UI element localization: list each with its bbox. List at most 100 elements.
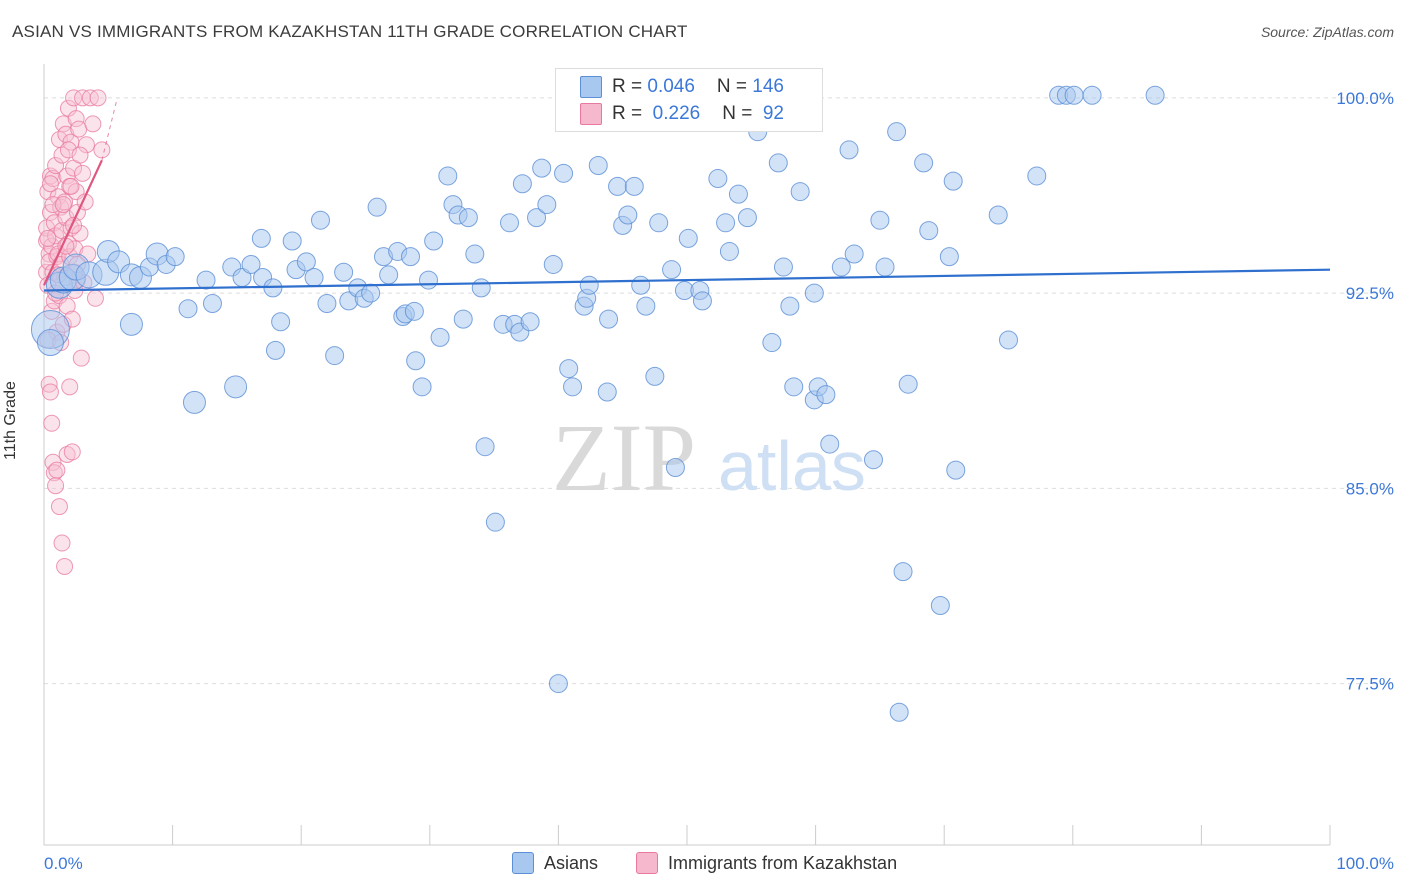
asian-point — [334, 262, 354, 282]
asian-point — [579, 275, 599, 295]
asian-point — [636, 296, 656, 316]
n-label: N = — [716, 76, 753, 97]
asian-point — [453, 309, 473, 329]
asian-point — [419, 270, 439, 290]
x-tick-label-min: 0.0% — [44, 854, 83, 873]
kazakhstan-point — [47, 477, 65, 495]
asian-point — [943, 171, 963, 191]
asian-point — [512, 174, 532, 194]
kazakhstan-point — [89, 89, 107, 107]
asian-point — [178, 299, 198, 319]
legend-item-asians[interactable]: Asians — [512, 852, 598, 874]
kazakhstan-point — [41, 175, 59, 193]
asian-point — [649, 213, 669, 233]
asian-point — [645, 366, 665, 386]
asian-point — [424, 231, 444, 251]
asian-point — [438, 166, 458, 186]
asian-point — [914, 153, 934, 173]
y-tick-label: 92.5% — [1346, 284, 1394, 303]
asian-point — [520, 312, 540, 332]
asian-point — [790, 182, 810, 202]
asian-point — [599, 309, 619, 329]
asian-point — [930, 595, 950, 615]
asian-point — [554, 163, 574, 183]
r-value: 0.046 — [647, 76, 695, 97]
asian-point — [367, 197, 387, 217]
trend-layer — [43, 97, 1331, 292]
kazakhstan-point — [77, 136, 95, 154]
asian-point — [898, 374, 918, 394]
asian-point — [820, 434, 840, 454]
axes-layer — [43, 64, 1331, 846]
asian-point — [662, 260, 682, 280]
kazakhstan-point — [72, 349, 90, 367]
asian-point — [588, 156, 608, 176]
kazakhstan-point — [63, 443, 81, 461]
asian-trend-line — [43, 268, 1331, 292]
n-label: N = — [722, 103, 758, 124]
series-legend: Asians Immigrants from Kazakhstan — [0, 852, 1406, 878]
asian-point — [780, 296, 800, 316]
kazakhstan-point — [84, 115, 102, 133]
asian-point — [559, 359, 579, 379]
asian-point — [875, 257, 895, 277]
asian-point — [618, 205, 638, 225]
kazakhstan-point — [58, 446, 76, 463]
y-tick-label: 77.5% — [1346, 675, 1394, 694]
asian-point — [816, 385, 836, 405]
asian-point — [839, 140, 859, 160]
asian-point — [317, 294, 337, 314]
asian-point — [537, 195, 557, 215]
asian-point — [768, 153, 788, 173]
asian-point — [631, 275, 651, 295]
asian-point — [1027, 166, 1047, 186]
kazakhstan-point — [41, 383, 59, 401]
asian-point — [889, 702, 909, 722]
asian-point — [784, 377, 804, 397]
legend-item-kazakhstan[interactable]: Immigrants from Kazakhstan — [636, 852, 897, 874]
asian-point — [251, 228, 271, 248]
legend-row-asians: R = 0.046 N = 146 — [580, 74, 784, 100]
asian-point — [692, 291, 712, 311]
asian-point — [1082, 85, 1102, 105]
asian-point — [406, 351, 426, 371]
kazakhstan-point — [43, 414, 61, 432]
asian-point — [282, 231, 302, 251]
legend-label-kazakhstan: Immigrants from Kazakhstan — [668, 852, 898, 873]
y-tick-label: 100.0% — [1336, 89, 1394, 108]
kazakhstan-point — [44, 196, 62, 214]
kazakhstan-point — [45, 464, 63, 482]
chart-title: ASIAN VS IMMIGRANTS FROM KAZAKHSTAN 11TH… — [12, 22, 688, 41]
kazakhstan-point — [54, 196, 72, 214]
kazakhstan-point — [48, 461, 66, 479]
kazakhstan-point — [74, 164, 92, 182]
asian-point — [296, 252, 316, 272]
asian-point — [412, 377, 432, 397]
asian-point — [887, 122, 907, 142]
asian-point — [678, 228, 698, 248]
kazakhstan-point — [67, 110, 85, 128]
asian-point — [737, 208, 757, 228]
asian-point — [716, 213, 736, 233]
asian-point — [831, 257, 851, 277]
kazakhstan-point — [86, 289, 104, 307]
asian-point — [999, 330, 1018, 350]
asian-point — [563, 377, 583, 397]
watermark-atlas: atlas — [718, 427, 866, 505]
asian-point — [773, 257, 793, 277]
correlation-legend: R = 0.046 N = 146 R = 0.226 N = 92 — [555, 68, 823, 132]
asian-point — [430, 327, 450, 347]
asian-point — [548, 674, 568, 694]
kazakhstan-point — [56, 557, 74, 575]
legend-swatch-asians — [580, 76, 602, 98]
asian-point — [863, 450, 883, 470]
kazakhstan-point — [65, 89, 83, 107]
asian-point — [361, 283, 381, 303]
kazakhstan-trend-line — [43, 159, 103, 286]
asian-point — [1145, 85, 1165, 105]
asian-point — [804, 283, 824, 303]
asian-point — [728, 184, 748, 204]
asian-point — [665, 458, 685, 478]
asian-point — [939, 247, 959, 267]
